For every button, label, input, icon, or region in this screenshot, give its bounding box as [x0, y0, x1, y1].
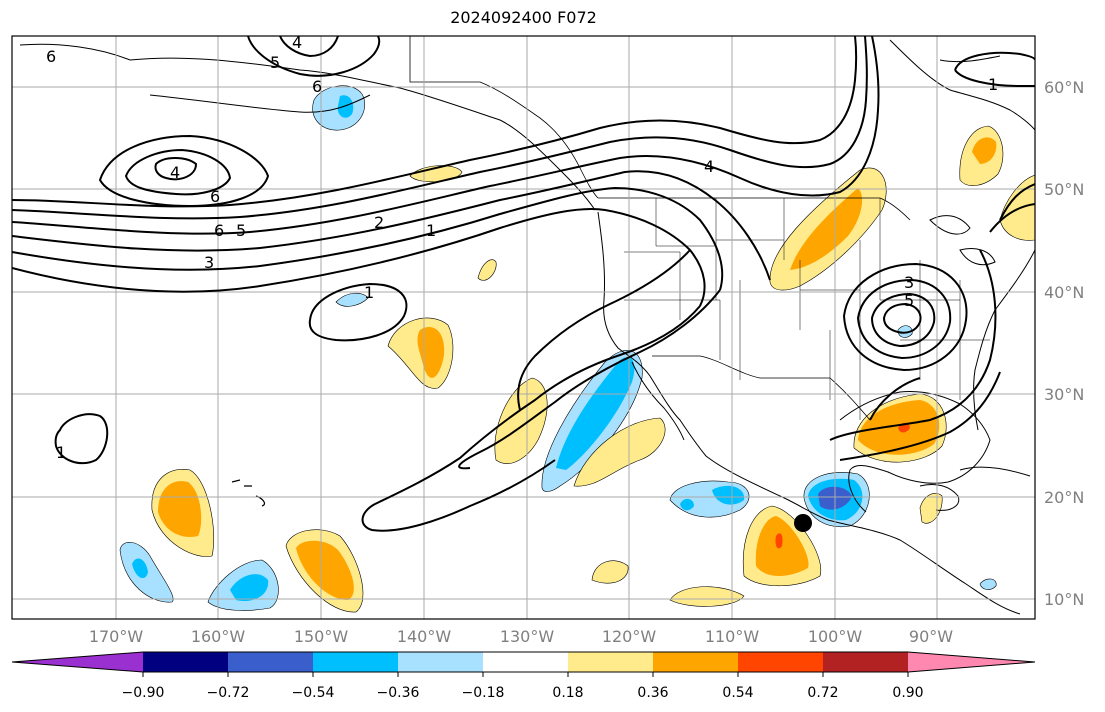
lon-label: 150°W [294, 627, 349, 646]
contour-label: 1 [364, 283, 374, 302]
longitude-labels: 170°W 160°W 150°W 140°W 130°W 120°W 110°… [89, 627, 953, 646]
contour-label: 1 [426, 221, 436, 240]
lon-label: 140°W [397, 627, 452, 646]
latitude-labels: 60°N 50°N 40°N 30°N 20°N 10°N [1044, 78, 1084, 609]
colorbar-tick-label: −0.36 [377, 685, 420, 701]
contour-label: 4 [292, 33, 302, 52]
lon-label: 130°W [500, 627, 555, 646]
colorbar-segment [738, 652, 823, 672]
contour-label: 5 [904, 291, 914, 310]
contour-label: 6 [46, 47, 56, 66]
colorbar-extend-high [908, 652, 1035, 672]
lon-label: 110°W [705, 627, 760, 646]
contour-layer [12, 36, 1035, 532]
contour-label: 6 [210, 187, 220, 206]
colorbar-tick-label: −0.18 [462, 685, 505, 701]
contour-label: 6 [214, 221, 224, 240]
colorbar-tick-label: 0.36 [637, 685, 668, 701]
lat-label: 30°N [1044, 385, 1084, 404]
colorbar-segment [823, 652, 908, 672]
contour-label: 3 [204, 253, 214, 272]
colorbar-segment [398, 652, 483, 672]
graticule [12, 36, 1035, 619]
lon-label: 100°W [808, 627, 863, 646]
colorbar: −0.90 −0.72 −0.54 −0.36 −0.18 0.18 0.36 … [11, 651, 1036, 701]
contour-label: 5 [236, 221, 246, 240]
colorbar-segment [483, 652, 568, 672]
contour-label: 6 [312, 77, 322, 96]
colorbar-segment [653, 652, 738, 672]
colorbar-tick-label: −0.72 [207, 685, 250, 701]
contour-label: 1 [988, 75, 998, 94]
colorbar-tick-label: 0.54 [722, 685, 753, 701]
lat-label: 20°N [1044, 488, 1084, 507]
lat-label: 10°N [1044, 590, 1084, 609]
colorbar-segment [568, 652, 653, 672]
contour-label: 4 [704, 157, 714, 176]
contour-label: 3 [904, 273, 914, 292]
contour-label: 4 [170, 163, 180, 182]
colorbar-tick-label: −0.90 [122, 685, 165, 701]
lat-label: 40°N [1044, 283, 1084, 302]
colorbar-extend-low [12, 652, 143, 672]
colorbar-tick-label: 0.18 [552, 685, 583, 701]
contour-labels: 6 4 5 6 4 6 6 5 2 1 3 1 4 1 3 5 1 [46, 33, 998, 462]
colorbar-tick-label: 0.72 [807, 685, 838, 701]
contour-label: 5 [270, 53, 280, 72]
colorbar-tick-label: −0.54 [292, 685, 335, 701]
lat-label: 50°N [1044, 180, 1084, 199]
contour-label: 1 [56, 443, 66, 462]
lon-label: 170°W [89, 627, 144, 646]
lon-label: 160°W [191, 627, 246, 646]
colorbar-segment [313, 652, 398, 672]
colorbar-tick-label: 0.90 [892, 685, 923, 701]
lon-label: 120°W [602, 627, 657, 646]
lon-label: 90°W [909, 627, 953, 646]
shading-layer [119, 85, 1035, 613]
lat-label: 60°N [1044, 78, 1084, 97]
colorbar-segment [143, 652, 228, 672]
map-frame [11, 35, 1036, 620]
map-title: 2024092400 F072 [450, 8, 597, 27]
storm-center-marker [794, 514, 812, 532]
contour-label: 2 [374, 213, 384, 232]
colorbar-segment [228, 652, 313, 672]
